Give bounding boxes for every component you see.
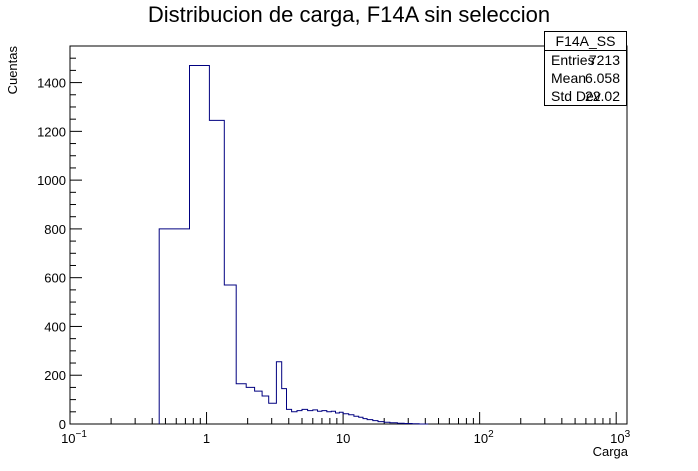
stats-mean-row: Mean 6.058 (545, 69, 626, 87)
chart-title: Distribucion de carga, F14A sin seleccio… (148, 2, 550, 27)
stats-title: F14A_SS (545, 32, 626, 51)
histogram-line (158, 65, 429, 425)
x-tick-label: 103 (610, 429, 630, 446)
x-tick-label: 10 (336, 431, 350, 446)
x-tick-label: 102 (474, 429, 494, 446)
y-tick-label: 1400 (37, 76, 66, 91)
y-axis-label: Cuentas (5, 46, 20, 95)
x-tick-label: 1 (203, 431, 210, 446)
x-axis: 10−1 1 10 102 103 (61, 412, 631, 446)
stats-box: F14A_SS Entries 7213 Mean 6.058 Std Dev … (544, 31, 627, 106)
x-tick-label: 10−1 (61, 429, 87, 446)
y-tick-label: 600 (44, 271, 66, 286)
stats-stddev-row: Std Dev 22.02 (545, 87, 626, 105)
stats-entries-row: Entries 7213 (545, 51, 626, 69)
stats-entries-value: 7213 (588, 52, 620, 68)
x-axis-label: Carga (593, 444, 629, 459)
stats-stddev-value: 22.02 (584, 88, 620, 104)
y-tick-label: 200 (44, 368, 66, 383)
y-tick-label: 0 (59, 417, 66, 432)
plot-frame (69, 45, 628, 425)
stats-stddev-label: Std Dev (551, 88, 601, 104)
y-tick-label: 1000 (37, 173, 66, 188)
y-tick-label: 400 (44, 319, 66, 334)
y-tick-label: 800 (44, 222, 66, 237)
y-tick-label: 1200 (37, 124, 66, 139)
stats-mean-label: Mean (551, 70, 587, 86)
stats-entries-label: Entries (551, 52, 595, 68)
stats-mean-value: 6.058 (584, 70, 620, 86)
y-axis: 0 200 400 600 800 1000 1200 1400 (37, 45, 82, 432)
